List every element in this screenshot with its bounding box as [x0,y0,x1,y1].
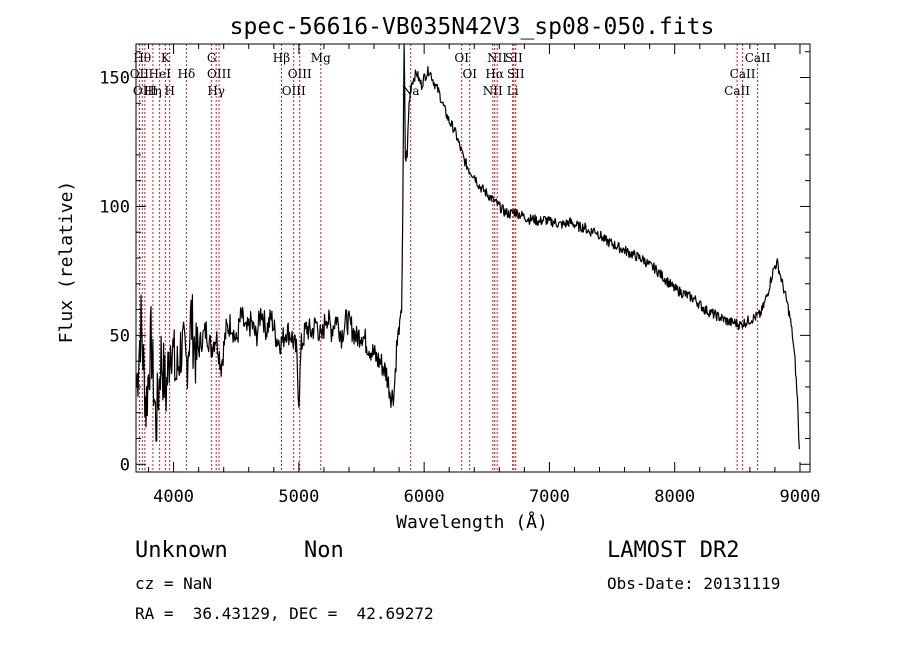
y-tick-label: 100 [99,197,130,217]
x-tick-label: 5000 [278,487,319,507]
marker-label: OIII [207,67,231,81]
marker-label: Hα [485,67,504,81]
y-tick-label: 150 [99,69,130,89]
marker-label: OIII [288,67,312,81]
marker-label: K [161,51,171,65]
marker-label: NII [483,84,503,98]
marker-label: Hγ [207,84,225,98]
plot-frame [135,43,811,473]
marker-label: HeI [149,67,172,81]
marker-label: OII [130,67,150,81]
object-subclass: Non [304,538,344,563]
marker-label: SII [507,67,525,81]
x-axis-label: Wavelength (Å) [396,511,548,533]
marker-label: SII [505,51,523,65]
observation-date: Obs-Date: 20131119 [607,574,781,593]
marker-label: Hδ [178,67,196,81]
ra-dec-coordinates: RA = 36.43129, DEC = 42.69272 [135,604,434,623]
y-tick-label: 0 [120,455,130,475]
marker-label: OIII [282,84,306,98]
marker-label: Mg [311,51,331,65]
y-tick-label: 50 [110,326,130,346]
marker-label: CaII [745,51,771,65]
marker-label: H [164,84,174,98]
redshift-cz: cz = NaN [135,574,213,593]
marker-label: CaII [724,84,750,98]
marker-label: G [207,51,217,65]
x-tick-label: 6000 [404,487,445,507]
marker-label: Hβ [273,51,290,65]
spectral-marker-labels: OIIHθOIIIHηHeIKHHδGHγOIIIHβOIIIOIIIMgNaO… [130,51,771,98]
object-class: Unknown [135,538,228,563]
y-axis-label: Flux (relative) [56,181,77,344]
x-tick-label: 9000 [780,487,821,507]
marker-label: OIII [133,84,157,98]
spectrum-line [136,43,800,450]
x-tick-label: 4000 [153,487,194,507]
marker-label: OI [462,67,477,81]
x-tick-label: 8000 [654,487,695,507]
marker-label: Li [507,84,519,98]
marker-label: Hη [144,84,162,98]
x-axis-ticks: 4000 5000 6000 7000 8000 9000 [148,44,821,507]
x-tick-label: 7000 [529,487,570,507]
spectral-marker-lines [138,44,759,472]
marker-label: Hθ [133,51,151,65]
marker-label: NII [487,51,507,65]
chart-title: spec-56616-VB035N42V3_sp08-050.fits [230,14,715,40]
y-axis-ticks: 0 50 100 150 [99,51,810,475]
marker-label: OI [454,51,469,65]
survey-name: LAMOST DR2 [607,538,740,563]
marker-label: CaII [730,67,756,81]
